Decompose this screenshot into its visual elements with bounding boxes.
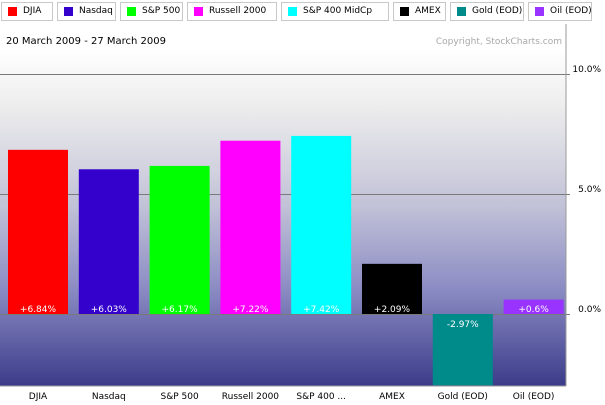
category-label: S&P 400 ... <box>296 392 346 402</box>
date-range: 20 March 2009 - 27 March 2009 <box>6 36 166 47</box>
bar-value-label: +7.42% <box>303 305 340 315</box>
category-label: Gold (EOD) <box>438 392 488 402</box>
bar <box>503 299 564 314</box>
legend-label: Nasdaq <box>79 6 113 16</box>
bar-value-label: +6.03% <box>91 305 128 315</box>
category-label: Nasdaq <box>92 392 126 402</box>
legend-swatch <box>127 7 136 16</box>
bar <box>149 165 210 314</box>
legend-swatch <box>288 7 297 16</box>
category-label: Oil (EOD) <box>513 392 555 402</box>
legend-label: Oil (EOD) <box>550 6 592 16</box>
legend-item: Russell 2000 <box>187 2 277 21</box>
bar-value-label: +7.22% <box>232 305 269 315</box>
y-tick-label: 0.0% <box>578 305 601 315</box>
bar <box>8 149 68 314</box>
legend-swatch <box>400 7 409 16</box>
category-label: S&P 500 <box>160 392 198 402</box>
legend-swatch <box>194 7 203 16</box>
legend-item: AMEX <box>393 2 446 21</box>
bar-value-label: +2.09% <box>374 305 411 315</box>
legend-label: S&P 400 MidCp <box>303 6 373 16</box>
legend-swatch <box>64 7 73 16</box>
bar-value-label: +6.17% <box>162 305 199 315</box>
bar <box>291 135 352 314</box>
bar-value-label: +6.84% <box>20 305 57 315</box>
legend-item: Nasdaq <box>57 2 116 21</box>
legend: DJIA Nasdaq S&P 500 Russell 2000 S&P 400 Mid… <box>0 0 605 24</box>
legend-swatch <box>535 7 544 16</box>
legend-swatch <box>8 7 17 16</box>
legend-label: Gold (EOD) <box>472 6 523 16</box>
y-tick-label: 5.0% <box>578 185 601 195</box>
legend-label: Russell 2000 <box>209 6 267 16</box>
y-tick-label: 10.0% <box>572 65 601 75</box>
legend-item: S&P 500 <box>120 2 183 21</box>
bar-value-label: -2.97% <box>447 320 479 330</box>
copyright: Copyright, StockCharts.com <box>436 37 562 47</box>
bar-value-label: +0.6% <box>518 305 549 315</box>
bar <box>432 314 493 386</box>
legend-label: DJIA <box>23 6 42 16</box>
legend-item: DJIA <box>1 2 53 21</box>
legend-label: AMEX <box>415 6 441 16</box>
legend-item: S&P 400 MidCp <box>281 2 389 21</box>
legend-item: Gold (EOD) <box>450 2 524 21</box>
category-label: DJIA <box>29 392 48 402</box>
category-label: Russell 2000 <box>222 392 280 402</box>
category-label: AMEX <box>379 392 405 402</box>
bar <box>220 140 281 314</box>
legend-label: S&P 500 <box>142 6 181 16</box>
bar <box>78 169 139 314</box>
legend-item: Oil (EOD) <box>528 2 592 21</box>
legend-swatch <box>457 7 466 16</box>
bar <box>362 263 422 314</box>
